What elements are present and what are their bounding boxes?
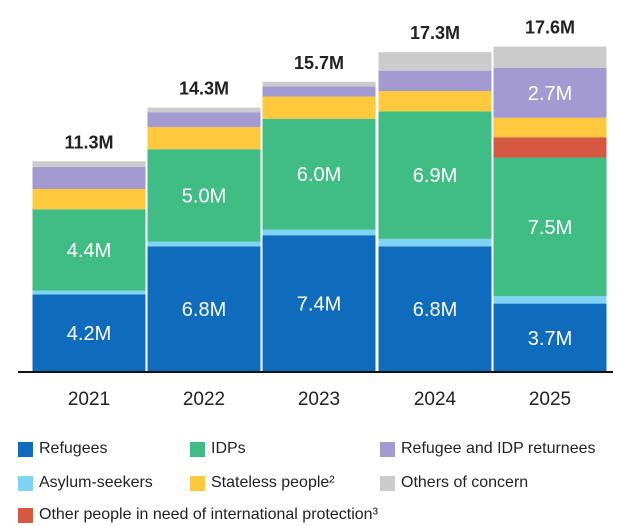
bar-segment-others-of-concern-2022	[147, 107, 261, 113]
total-label-2021: 11.3M	[64, 132, 113, 152]
segment-label-refugees-2023: 7.4M	[297, 294, 341, 316]
stacked-bar-chart: 4.2M 4.4M 11.3M 2021 6.8M 5.0M 14.3M 2022 7.4M 6.…	[18, 18, 613, 410]
bar-segment-stateless-people-2022	[147, 127, 261, 150]
bar-segment-others-of-concern-2024	[378, 52, 492, 71]
bar-segment-refugees-2022	[147, 246, 261, 372]
legend-label-idps: IDPs	[211, 440, 246, 457]
bar-segment-asylum-seekers-2023	[262, 229, 376, 236]
bar-segment-refugee-and-idp-returnees-2021	[32, 166, 146, 189]
bar-segment-stateless-people-2025	[493, 117, 607, 138]
legend-item-returnees: Refugee and IDP returnees	[380, 438, 596, 460]
x-tick-label-2023: 2023	[298, 389, 340, 410]
legend-label-stateless: Stateless people²	[211, 474, 335, 491]
bar-segment-stateless-people-2021	[32, 188, 146, 210]
bar-segment-others-of-concern-2025	[493, 46, 607, 68]
segment-label-idps-2025: 7.5M	[528, 217, 572, 239]
legend-label-asylum-seekers: Asylum-seekers	[39, 474, 153, 491]
segment-label-refugees-2021: 4.2M	[67, 323, 111, 345]
bar-segment-idps-2021	[32, 209, 146, 291]
x-tick-label-2022: 2022	[183, 389, 225, 410]
x-tick-label-2025: 2025	[529, 389, 571, 410]
legend-swatch-stateless	[190, 475, 205, 491]
bar-segment-refugee-and-idp-returnees-2023	[262, 86, 376, 97]
bar-segment-refugees-2025	[493, 303, 607, 372]
segment-label-idps-2023: 6.0M	[297, 164, 341, 186]
legend-label-other-protection: Other people in need of international pr…	[39, 506, 378, 523]
bar-segment-refugee-and-idp-returnees-2024	[378, 70, 492, 92]
legend-swatch-refugees	[18, 441, 33, 457]
chart-legend: Refugees IDPs Refugee and IDP returnees …	[0, 430, 621, 523]
bar-segment-idps-2025	[493, 157, 607, 297]
legend-swatch-others	[380, 475, 395, 491]
segment-label-refugee-and-idp-returnees-2025: 2.7M	[528, 83, 572, 105]
bar-segment-others-of-concern-2021	[32, 161, 146, 167]
legend-item-others: Others of concern	[380, 472, 528, 494]
legend-swatch-idps	[190, 441, 205, 457]
bar-segment-idps-2023	[262, 118, 376, 230]
segment-label-idps-2022: 5.0M	[182, 185, 226, 207]
segment-label-idps-2021: 4.4M	[67, 240, 111, 262]
bar-segment-idps-2024	[378, 111, 492, 239]
legend-label-refugees: Refugees	[39, 440, 108, 457]
bar-segment-refugees-2021	[32, 294, 146, 372]
bar-segment-other-people-in-need-of-international-protection-2025	[493, 137, 607, 158]
total-label-2024: 17.3M	[410, 23, 460, 43]
bar-segment-stateless-people-2024	[378, 91, 492, 112]
segment-label-refugees-2025: 3.7M	[528, 328, 572, 350]
bar-segment-asylum-seekers-2025	[493, 296, 607, 304]
total-label-2022: 14.3M	[179, 79, 229, 99]
legend-item-stateless: Stateless people²	[190, 472, 335, 494]
bar-segment-asylum-seekers-2021	[32, 290, 146, 295]
bar-segment-stateless-people-2023	[262, 96, 376, 119]
bar-segment-asylum-seekers-2022	[147, 241, 261, 247]
legend-item-asylum-seekers: Asylum-seekers	[18, 472, 153, 494]
bar-segment-idps-2022	[147, 149, 261, 242]
legend-label-others: Others of concern	[401, 474, 529, 491]
bar-segment-refugee-and-idp-returnees-2025	[493, 67, 607, 118]
legend-label-returnees: Refugee and IDP returnees	[401, 440, 596, 457]
legend-swatch-asylum-seekers	[18, 475, 33, 491]
bar-segment-refugee-and-idp-returnees-2022	[147, 112, 261, 128]
bar-segment-asylum-seekers-2024	[378, 238, 492, 247]
x-tick-label-2024: 2024	[414, 389, 457, 410]
chart-canvas: 4.2M 4.4M 11.3M 2021 6.8M 5.0M 14.3M 2022 7.4M 6.…	[18, 18, 613, 410]
legend-item-idps: IDPs	[190, 438, 246, 460]
bar-segment-refugees-2024	[378, 246, 492, 372]
legend-item-other-protection: Other people in need of international pr…	[18, 504, 378, 526]
bar-segment-refugees-2023	[262, 235, 376, 372]
legend-swatch-other-protection	[18, 507, 33, 523]
segment-label-refugees-2022: 6.8M	[182, 299, 226, 321]
total-label-2025: 17.6M	[525, 18, 575, 38]
total-label-2023: 15.7M	[294, 53, 344, 73]
bar-segment-others-of-concern-2023	[262, 81, 376, 87]
segment-label-idps-2024: 6.9M	[413, 165, 457, 187]
legend-item-refugees: Refugees	[18, 438, 108, 460]
legend-swatch-returnees	[380, 441, 395, 457]
x-tick-label-2021: 2021	[68, 389, 110, 410]
segment-label-refugees-2024: 6.8M	[413, 299, 457, 321]
